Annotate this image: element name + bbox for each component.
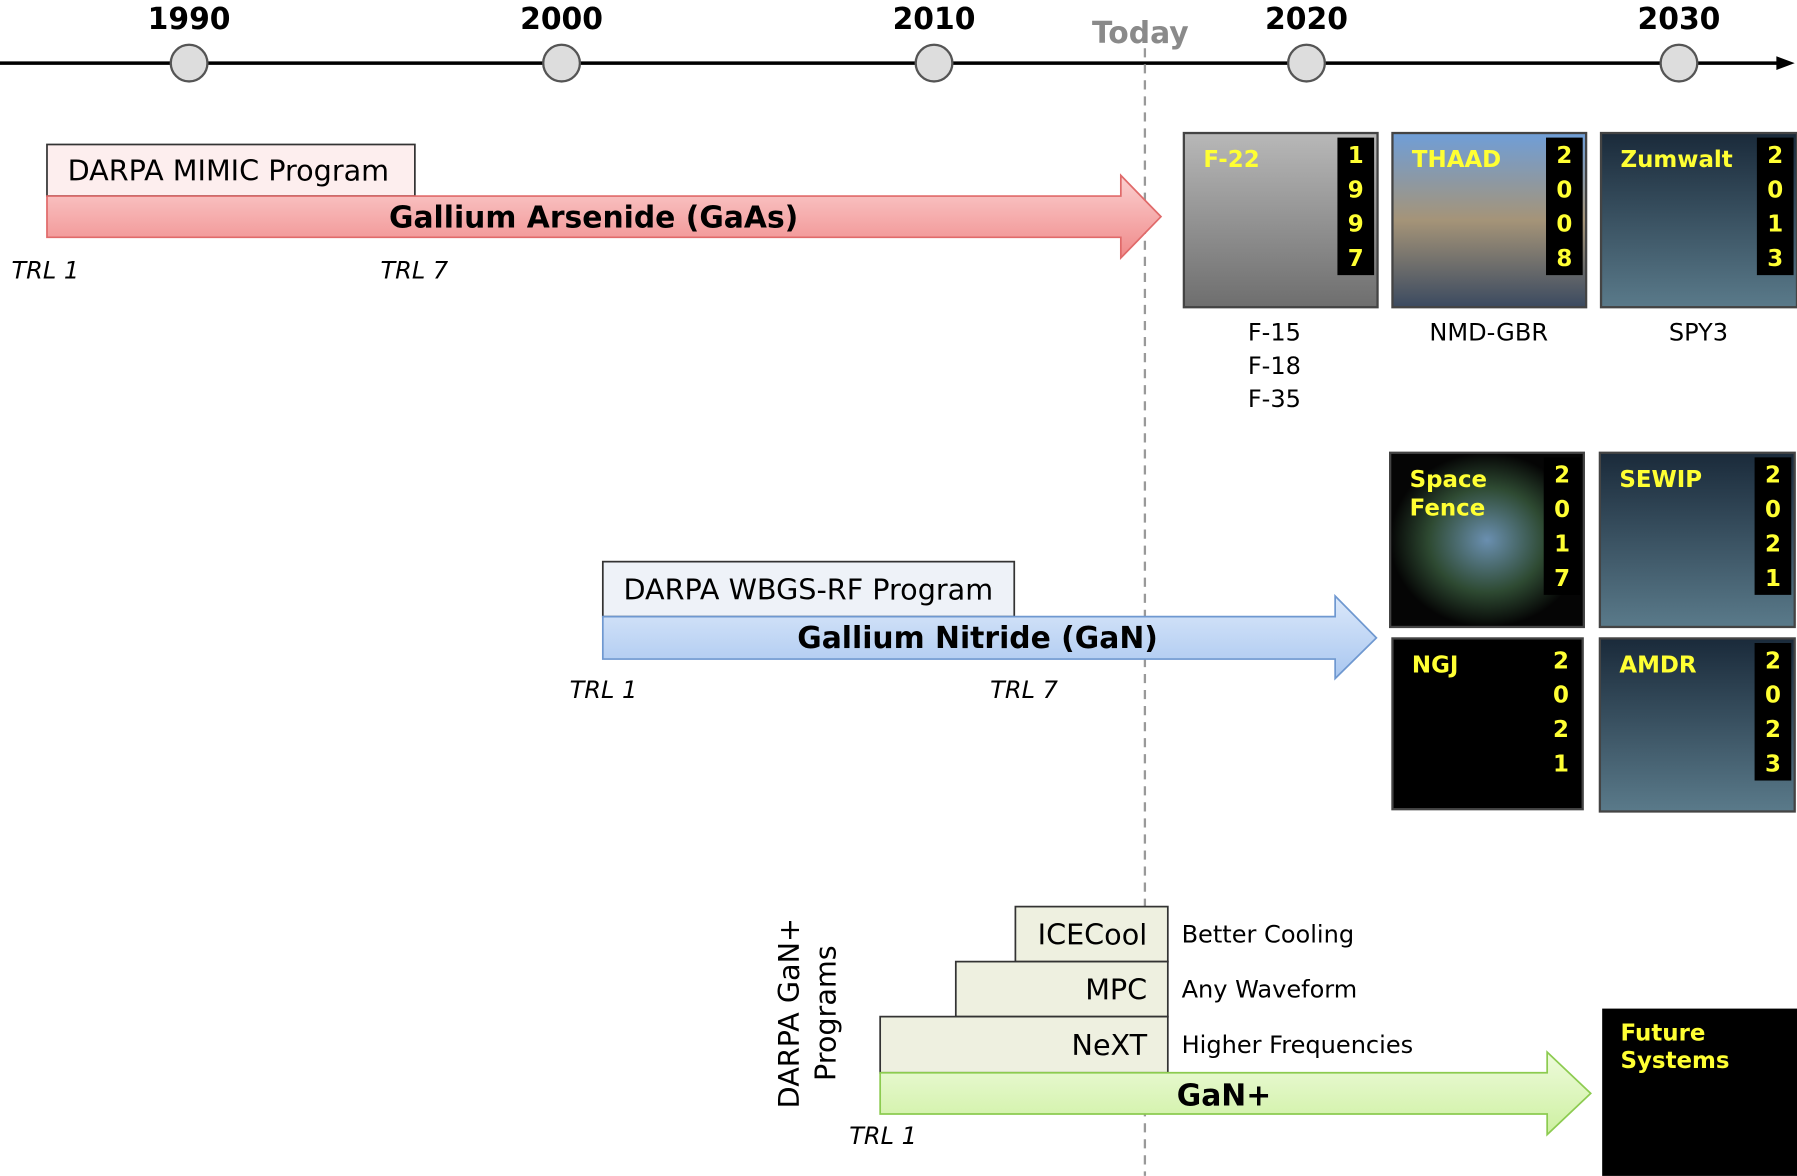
system-name: NGJ xyxy=(1412,652,1459,678)
programs-label: DARPA GaN+ xyxy=(772,918,806,1108)
system-name: SEWIP xyxy=(1619,467,1702,493)
technology-label: Gallium Nitride (GaN) xyxy=(797,621,1158,656)
program-benefit: Any Waveform xyxy=(1182,975,1358,1003)
system-name: THAAD xyxy=(1412,147,1501,173)
roadmap: Today 1990 2000 2010 2020 2030 DARPA MIMIC Pr… xyxy=(0,0,1797,1176)
year-marker xyxy=(543,45,580,82)
year-label: 2020 xyxy=(1265,2,1348,37)
system-name: Space xyxy=(1410,467,1487,493)
system-name: Fence xyxy=(1410,495,1486,521)
program-step-label: MPC xyxy=(1085,972,1147,1006)
program-benefit: Higher Frequencies xyxy=(1182,1031,1414,1059)
program-step-label: ICECool xyxy=(1038,917,1148,951)
year-label: 2010 xyxy=(893,2,976,37)
axis-arrowhead xyxy=(1776,56,1794,70)
system-caption: F-15 xyxy=(1248,319,1301,347)
trl-label: TRL 1 xyxy=(11,257,79,285)
year-label: 2030 xyxy=(1638,2,1721,37)
system-caption: NMD-GBR xyxy=(1429,319,1548,347)
system-caption: SPY3 xyxy=(1669,319,1728,347)
future-label: Systems xyxy=(1621,1048,1730,1074)
trl-label: TRL 7 xyxy=(380,257,448,285)
year-marker xyxy=(171,45,208,82)
year-marker xyxy=(1288,45,1325,82)
system-name: F-22 xyxy=(1203,147,1259,173)
program-benefit: Better Cooling xyxy=(1182,920,1355,948)
year-label: 1990 xyxy=(148,2,231,37)
trl-label: TRL 7 xyxy=(990,676,1058,704)
technology-label: Gallium Arsenide (GaAs) xyxy=(389,200,798,235)
system-name: Zumwalt xyxy=(1621,147,1733,173)
year-marker xyxy=(1661,45,1698,82)
technology-label: GaN+ xyxy=(1177,1078,1271,1113)
year-label: 2000 xyxy=(520,2,603,37)
future-label: Future xyxy=(1621,1020,1706,1046)
program-label: DARPA MIMIC Program xyxy=(68,154,389,188)
program-step-label: NeXT xyxy=(1072,1028,1148,1062)
programs-label: Programs xyxy=(808,945,842,1081)
system-name: AMDR xyxy=(1619,652,1697,678)
page: Today 1990 2000 2010 2020 2030 DARPA MIMIC Pr… xyxy=(0,0,1797,1176)
trl-label: TRL 1 xyxy=(849,1122,917,1150)
year-marker xyxy=(916,45,953,82)
trl-label: TRL 1 xyxy=(570,676,638,704)
today-label: Today xyxy=(1092,16,1189,51)
system-caption: F-35 xyxy=(1248,385,1301,413)
system-caption: F-18 xyxy=(1248,352,1301,380)
program-label: DARPA WBGS-RF Program xyxy=(623,572,993,606)
